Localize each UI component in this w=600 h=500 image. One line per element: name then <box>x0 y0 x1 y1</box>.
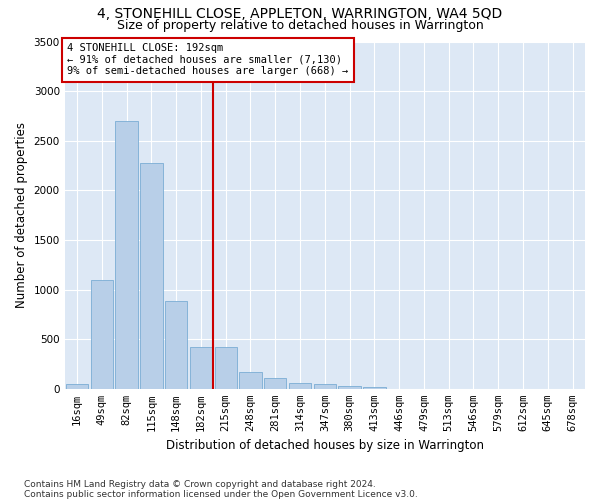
Bar <box>264 378 286 389</box>
X-axis label: Distribution of detached houses by size in Warrington: Distribution of detached houses by size … <box>166 440 484 452</box>
Bar <box>165 302 187 389</box>
Bar <box>66 384 88 389</box>
Text: 4, STONEHILL CLOSE, APPLETON, WARRINGTON, WA4 5QD: 4, STONEHILL CLOSE, APPLETON, WARRINGTON… <box>97 8 503 22</box>
Bar <box>289 383 311 389</box>
Text: Contains HM Land Registry data © Crown copyright and database right 2024.
Contai: Contains HM Land Registry data © Crown c… <box>24 480 418 499</box>
Bar <box>91 280 113 389</box>
Text: 4 STONEHILL CLOSE: 192sqm
← 91% of detached houses are smaller (7,130)
9% of sem: 4 STONEHILL CLOSE: 192sqm ← 91% of detac… <box>67 43 349 76</box>
Text: Size of property relative to detached houses in Warrington: Size of property relative to detached ho… <box>116 19 484 32</box>
Bar <box>140 162 163 389</box>
Bar <box>215 347 237 389</box>
Bar <box>115 121 138 389</box>
Bar <box>239 372 262 389</box>
Y-axis label: Number of detached properties: Number of detached properties <box>15 122 28 308</box>
Bar <box>314 384 336 389</box>
Bar <box>338 386 361 389</box>
Bar <box>190 347 212 389</box>
Bar <box>363 387 386 389</box>
